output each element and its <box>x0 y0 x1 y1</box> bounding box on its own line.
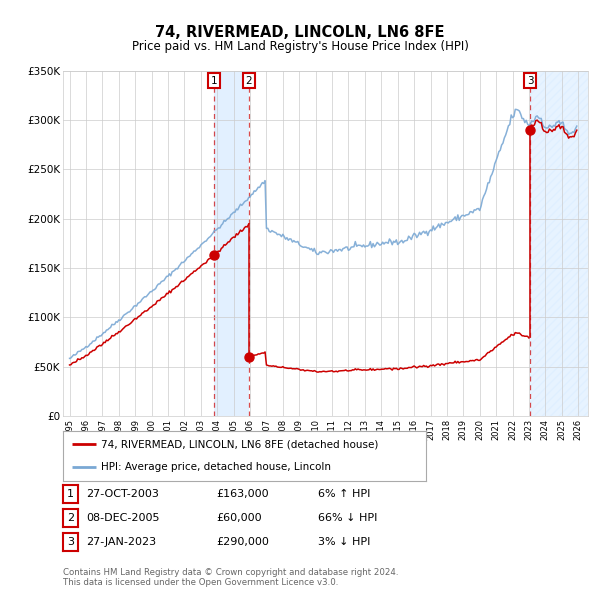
Text: 66% ↓ HPI: 66% ↓ HPI <box>318 513 377 523</box>
Bar <box>214 71 249 416</box>
Text: 2: 2 <box>67 513 74 523</box>
Text: 74, RIVERMEAD, LINCOLN, LN6 8FE (detached house): 74, RIVERMEAD, LINCOLN, LN6 8FE (detache… <box>101 439 379 449</box>
Text: £290,000: £290,000 <box>216 537 269 547</box>
Text: 6% ↑ HPI: 6% ↑ HPI <box>318 489 370 499</box>
Text: 3: 3 <box>67 537 74 547</box>
Text: Price paid vs. HM Land Registry's House Price Index (HPI): Price paid vs. HM Land Registry's House … <box>131 40 469 53</box>
Text: 27-JAN-2023: 27-JAN-2023 <box>86 537 156 547</box>
Text: 74, RIVERMEAD, LINCOLN, LN6 8FE: 74, RIVERMEAD, LINCOLN, LN6 8FE <box>155 25 445 40</box>
Bar <box>530 71 588 416</box>
Text: This data is licensed under the Open Government Licence v3.0.: This data is licensed under the Open Gov… <box>63 578 338 586</box>
Text: 2: 2 <box>246 76 253 86</box>
Text: £163,000: £163,000 <box>216 489 269 499</box>
Text: £60,000: £60,000 <box>216 513 262 523</box>
Text: 1: 1 <box>211 76 218 86</box>
Text: HPI: Average price, detached house, Lincoln: HPI: Average price, detached house, Linc… <box>101 463 331 473</box>
Text: 1: 1 <box>67 489 74 499</box>
Text: 3% ↓ HPI: 3% ↓ HPI <box>318 537 370 547</box>
Text: 27-OCT-2003: 27-OCT-2003 <box>86 489 158 499</box>
Text: 3: 3 <box>527 76 533 86</box>
Text: 08-DEC-2005: 08-DEC-2005 <box>86 513 160 523</box>
Text: Contains HM Land Registry data © Crown copyright and database right 2024.: Contains HM Land Registry data © Crown c… <box>63 568 398 577</box>
